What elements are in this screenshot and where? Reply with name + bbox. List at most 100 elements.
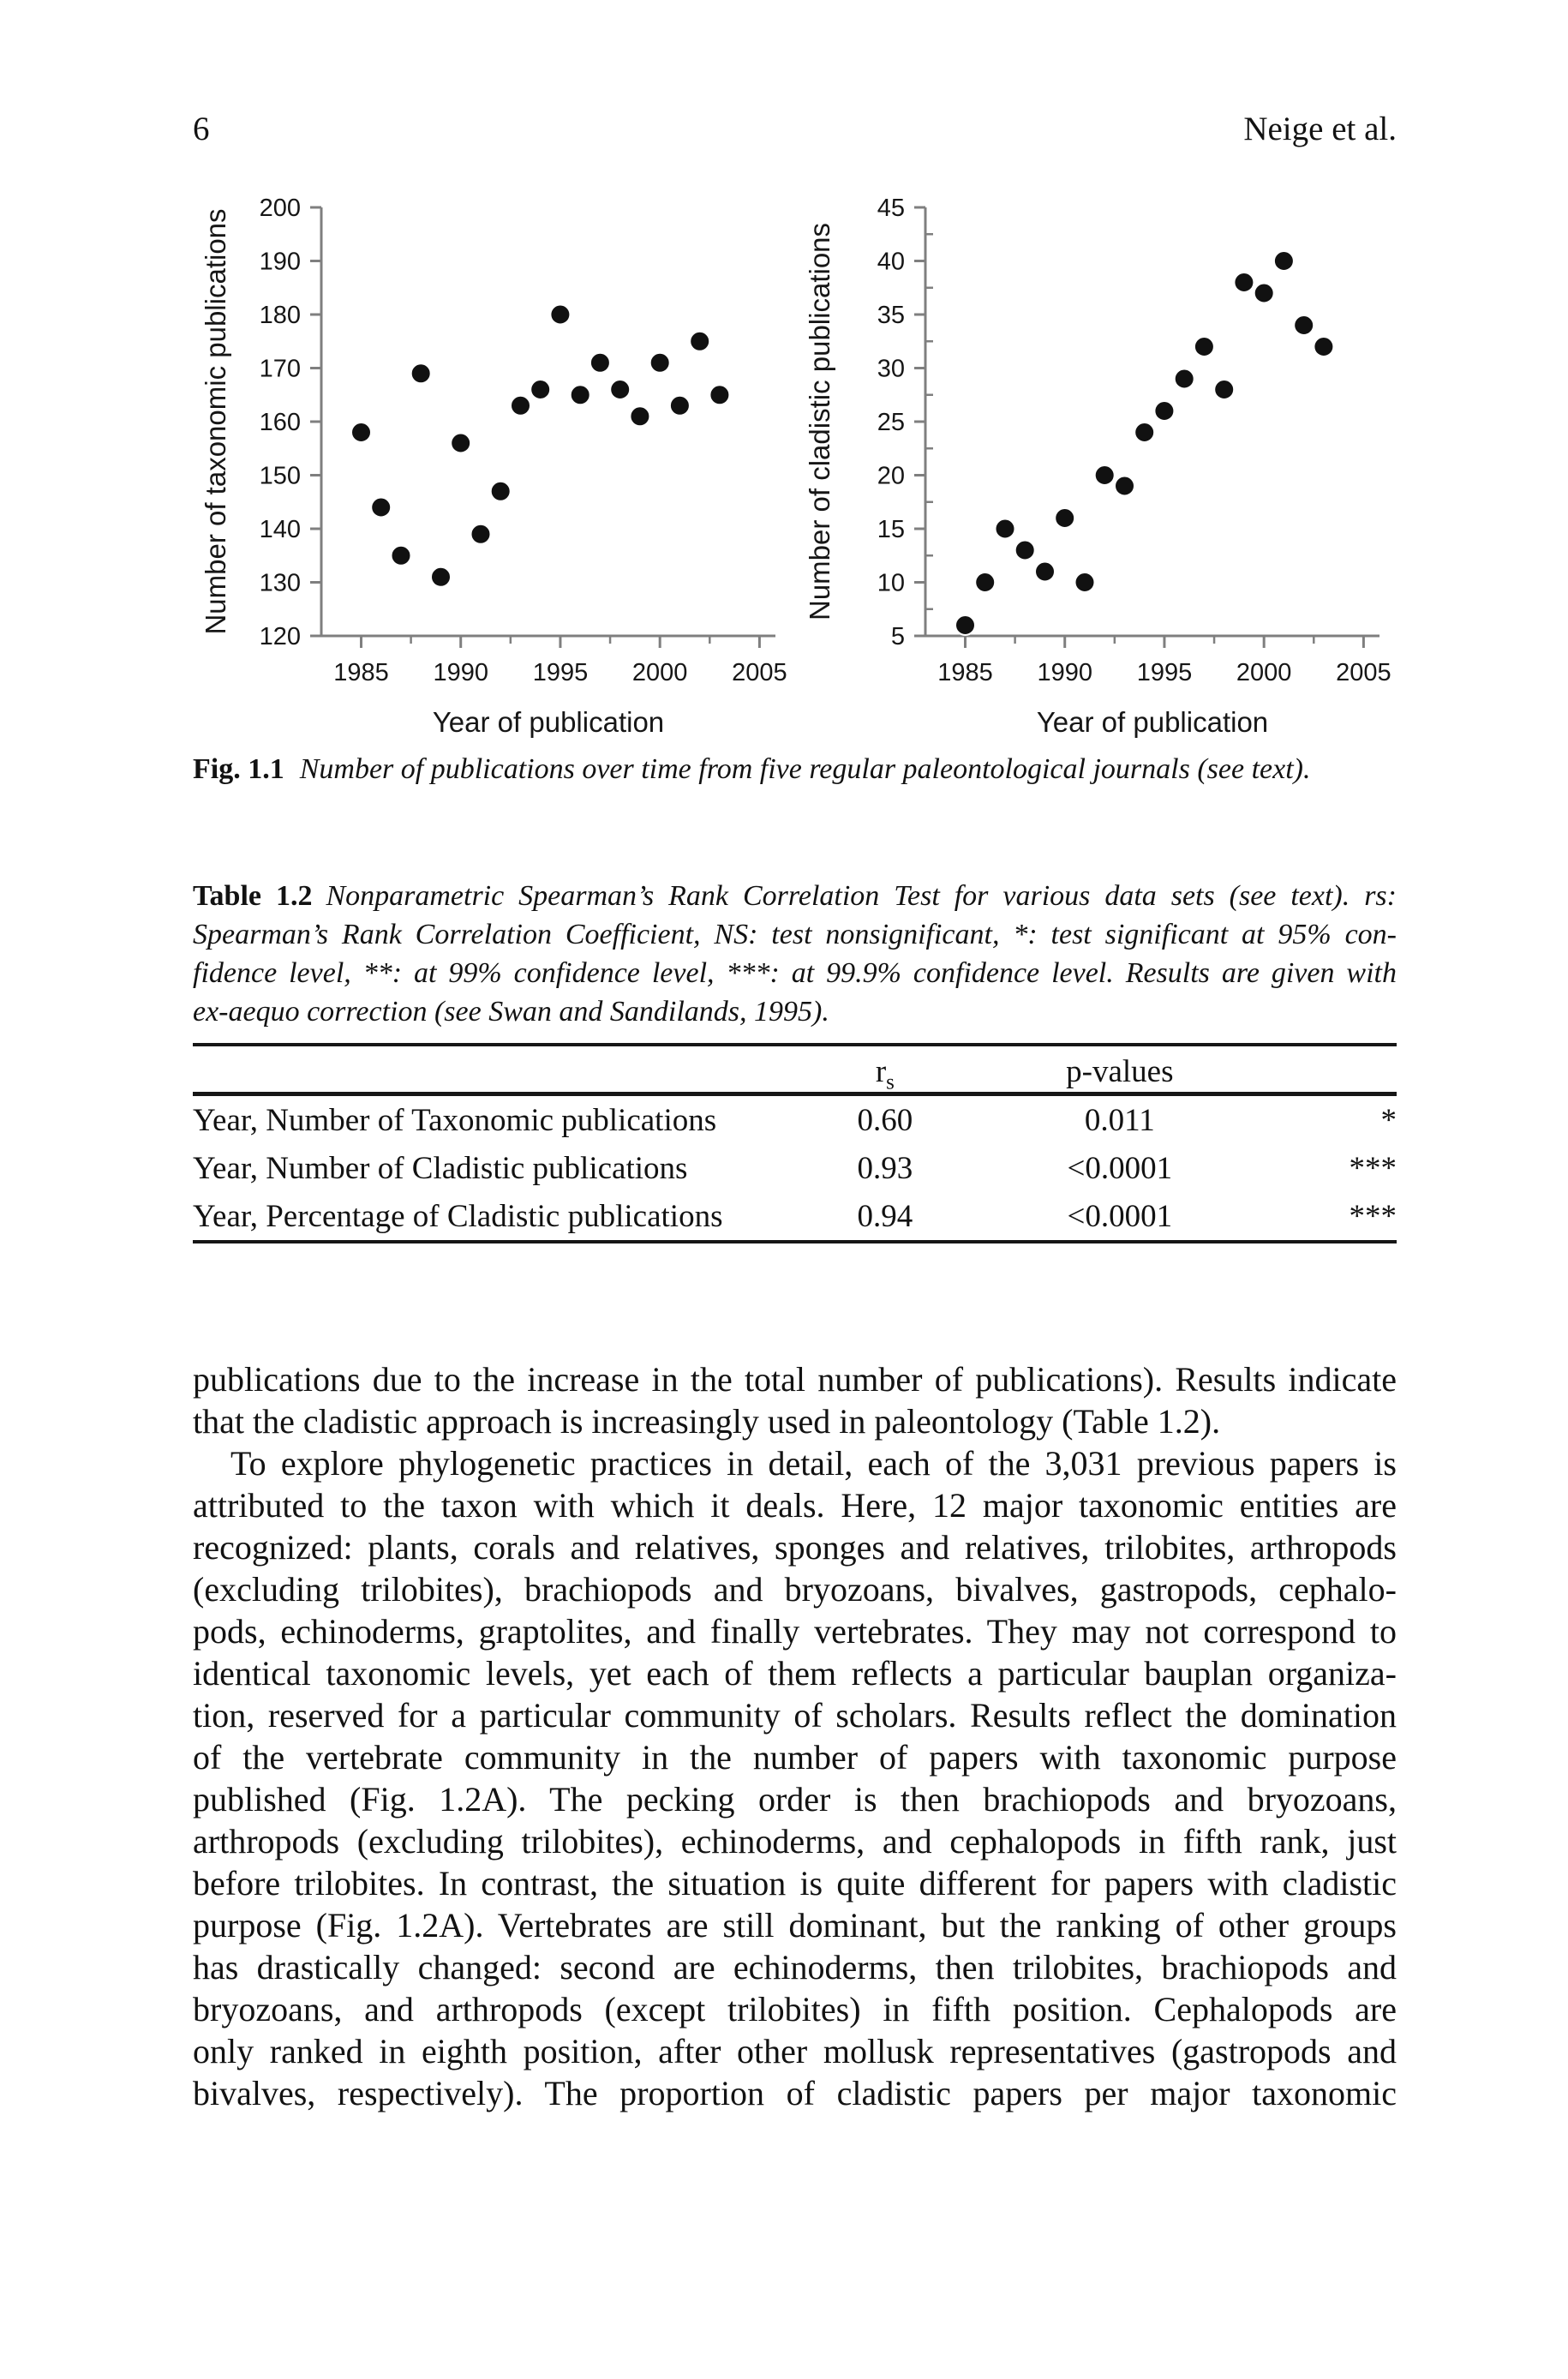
y-tick-label: 35: [877, 302, 905, 329]
body-text-line: identical taxonomic levels, yet each of …: [193, 1654, 1397, 1693]
data-point: [1074, 572, 1096, 593]
header-rs: rs: [794, 1045, 976, 1096]
y-tick-label: 140: [260, 516, 301, 543]
row-label: Year, Number of Cladistic publications: [193, 1151, 688, 1186]
header-p-values: p-values: [975, 1045, 1265, 1096]
x-tick-label: 1995: [533, 659, 589, 686]
p-value: <0.0001: [1067, 1199, 1173, 1234]
data-point: [1213, 379, 1236, 400]
y-tick-label: 25: [877, 409, 905, 436]
table-caption-line: Spearman’s Rank Correlation Coefficient,…: [193, 915, 1397, 954]
data-point: [1233, 272, 1255, 293]
x-tick-label: 2005: [732, 659, 787, 686]
x-tick-label: 1995: [1137, 659, 1193, 686]
data-point: [1293, 315, 1315, 336]
data-point: [1054, 507, 1076, 529]
x-tick-label: 1985: [937, 659, 993, 686]
data-point: [1193, 336, 1215, 357]
x-tick-label: 1990: [1037, 659, 1092, 686]
body-text-line: purpose (Fig. 1.2A). Vertebrates are sti…: [193, 1906, 1397, 1945]
y-tick-label: 120: [260, 623, 301, 650]
data-point: [629, 405, 651, 428]
axis-lines: [924, 207, 1379, 638]
data-point: [489, 480, 512, 502]
rs-value: 0.94: [857, 1199, 913, 1234]
body-text-line: only ranked in eighth position, after ot…: [193, 2032, 1397, 2070]
table-header: rs p-values: [193, 1045, 1397, 1096]
y-tick-label: 15: [877, 516, 905, 543]
body-text-line: has drastically changed: second are echi…: [193, 1948, 1397, 1986]
y-tick-label: 180: [260, 302, 301, 329]
body-text-line: pods, echinoderms, graptolites, and fina…: [193, 1612, 1397, 1651]
body-text-line: recognized: plants, corals and relatives…: [193, 1528, 1397, 1567]
x-axis-label: Year of publication: [1037, 706, 1268, 738]
body-text: publications due to the increase in the …: [193, 1358, 1397, 2114]
data-point: [1114, 475, 1135, 497]
figure-1-1: 120 130 140 150 160 170 180 190 200 1985 1990 1995 2…: [193, 186, 1397, 752]
table-caption-line: fidence level, **: at 99% confidence lev…: [193, 954, 1397, 992]
table-body: Year, Number of Taxonomic publications 0.…: [193, 1094, 1397, 1243]
body-text-line: arthropods (excluding trilobites), echin…: [193, 1822, 1397, 1861]
data-point: [569, 384, 591, 406]
body-text-line: of the vertebrate community in the numbe…: [193, 1738, 1397, 1777]
page-number: 6: [193, 111, 210, 147]
figure-caption-text: Number of publications over time from fi…: [299, 753, 1311, 785]
data-point: [1313, 336, 1335, 357]
y-tick-label: 5: [891, 623, 905, 650]
data-point: [1272, 250, 1295, 272]
data-point: [370, 496, 392, 518]
data-point: [668, 394, 691, 416]
body-text-line: (excluding trilobites), brachiopods and …: [193, 1570, 1397, 1609]
y-tick-label: 20: [877, 463, 905, 490]
rs-value: 0.60: [857, 1103, 913, 1138]
table-caption-line: ex-aequo correction (see Swan and Sandil…: [193, 992, 1397, 1031]
data-point: [430, 566, 452, 588]
data-point: [1173, 368, 1195, 390]
data-point: [955, 614, 976, 636]
table-caption-text: Nonparametric Spearman’s Rank Correlatio…: [326, 880, 1397, 912]
axis-lines: [320, 207, 775, 638]
y-tick-label: 160: [260, 409, 301, 436]
data-point: [350, 422, 372, 443]
body-text-line: attributed to the taxon with which it de…: [193, 1486, 1397, 1525]
data-point: [709, 384, 731, 406]
sig-stars: ***: [1349, 1199, 1397, 1234]
data-point: [1153, 400, 1176, 422]
x-tick-label: 2000: [632, 659, 688, 686]
running-title: Neige et al.: [1243, 111, 1397, 147]
body-text-line: To explore phylogenetic practices in det…: [230, 1444, 1397, 1483]
y-tick-label: 190: [260, 249, 301, 276]
table-row: Year, Number of Cladistic publications 0.…: [193, 1144, 1397, 1192]
data-point: [974, 572, 996, 593]
table-caption: Table 1.2 Nonparametric Spearman’s Rank C…: [193, 877, 1397, 1031]
scatter-cladistic-publications: 5 10 15 20 25 30 35 40 45 1985 1990 1995 2000 2005 Yea…: [804, 195, 1391, 738]
x-tick-label: 2005: [1336, 659, 1391, 686]
sig-stars: *: [1380, 1103, 1397, 1138]
table-caption-text: Spearman’s Rank Correlation Coefficient,…: [193, 919, 1397, 950]
table-header-row: rs p-values: [193, 1045, 1397, 1096]
data-point: [1034, 560, 1056, 583]
header-sig-cell: [1264, 1045, 1397, 1096]
table-row: Year, Percentage of Cladistic publicatio…: [193, 1192, 1397, 1242]
y-tick-label: 150: [260, 463, 301, 490]
data-point: [1014, 539, 1036, 561]
data-point: [1093, 464, 1116, 486]
figure-caption-label: Fig. 1.1: [193, 753, 284, 785]
row-label: Year, Number of Taxonomic publications: [193, 1103, 717, 1138]
body-text-line: tion, reserved for a particular communit…: [193, 1696, 1397, 1735]
data-point: [1134, 422, 1156, 443]
y-tick-label: 200: [260, 195, 301, 222]
x-tick-label: 2000: [1236, 659, 1292, 686]
table-caption-text: ex-aequo correction (see Swan and Sandil…: [193, 996, 829, 1028]
x-axis-label: Year of publication: [433, 706, 664, 738]
data-point: [1253, 282, 1275, 304]
x-tick-label: 1990: [433, 659, 488, 686]
y-axis-label: Number of cladistic publications: [804, 223, 835, 620]
data-point: [589, 351, 611, 374]
data-point: [689, 330, 711, 352]
data-point: [649, 351, 671, 374]
data-point: [410, 363, 432, 385]
y-tick-label: 10: [877, 570, 905, 597]
y-tick-label: 170: [260, 356, 301, 383]
